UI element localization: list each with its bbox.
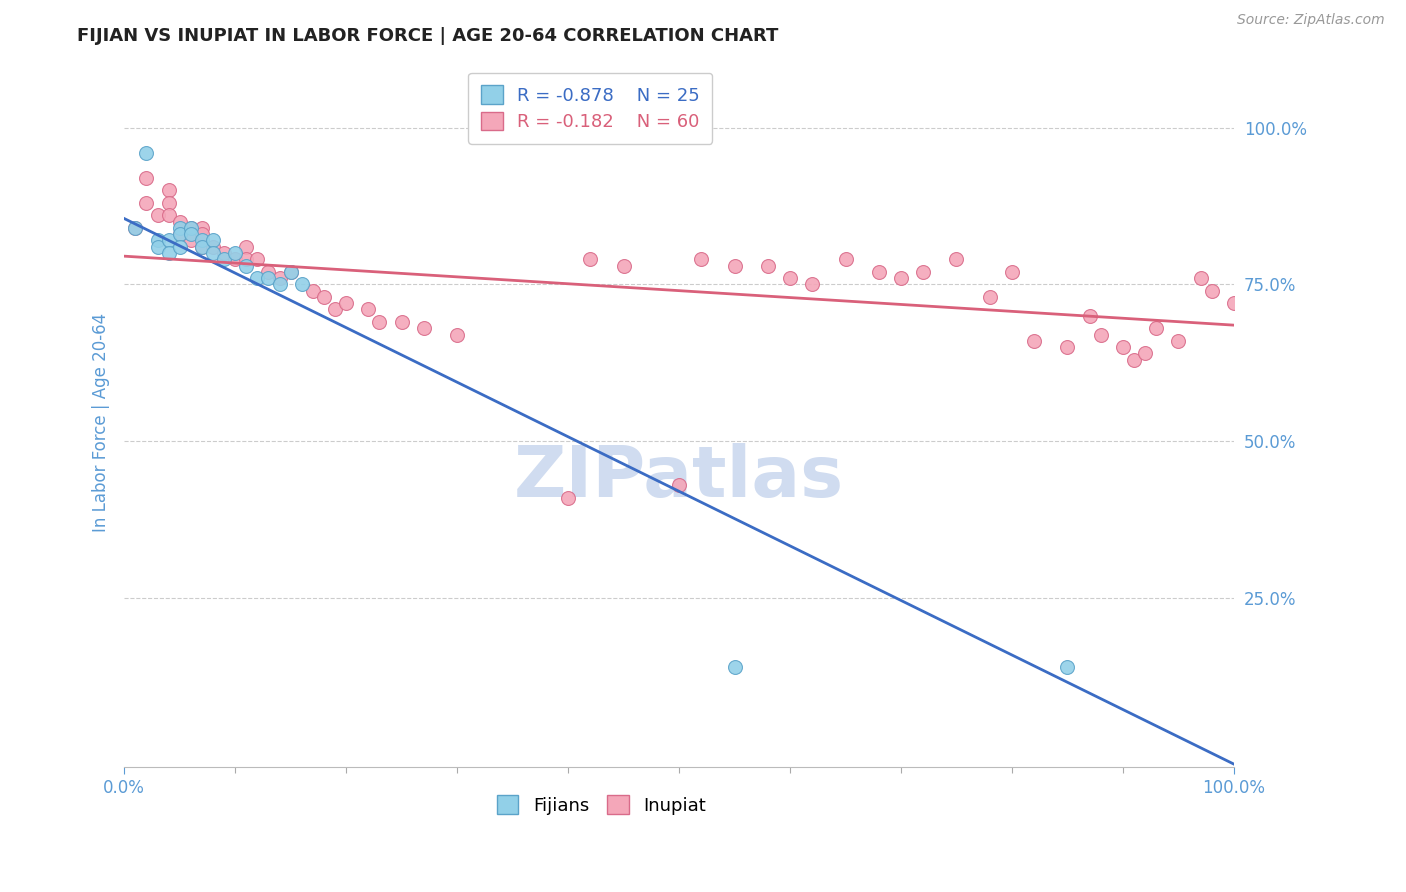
Point [169, 215, 191, 229]
Point [668, 478, 690, 492]
Point [391, 315, 413, 329]
Point [169, 227, 191, 242]
Point [235, 259, 257, 273]
Point [779, 271, 801, 285]
Point [269, 277, 291, 292]
Point [246, 271, 269, 285]
Point [323, 302, 346, 317]
Point [146, 234, 169, 248]
Point [157, 234, 180, 248]
Point [312, 290, 335, 304]
Point [191, 221, 214, 235]
Point [1001, 265, 1024, 279]
Point [180, 221, 202, 235]
Point [235, 240, 257, 254]
Point [191, 234, 214, 248]
Point [1223, 296, 1246, 310]
Point [169, 221, 191, 235]
Point [191, 240, 214, 254]
Point [1123, 352, 1146, 367]
Point [412, 321, 434, 335]
Point [135, 195, 157, 210]
Point [1056, 660, 1078, 674]
Point [224, 252, 246, 267]
Point [212, 252, 235, 267]
Point [979, 290, 1001, 304]
Point [180, 234, 202, 248]
Point [834, 252, 856, 267]
Point [135, 170, 157, 185]
Point [1090, 327, 1112, 342]
Point [1112, 340, 1135, 354]
Point [912, 265, 935, 279]
Point [280, 265, 302, 279]
Point [1167, 334, 1189, 348]
Point [257, 271, 280, 285]
Point [201, 246, 224, 260]
Point [868, 265, 890, 279]
Point [246, 252, 269, 267]
Point [191, 240, 214, 254]
Point [135, 145, 157, 160]
Text: ZIPatlas: ZIPatlas [515, 443, 844, 512]
Point [124, 221, 146, 235]
Point [557, 491, 579, 505]
Point [224, 246, 246, 260]
Point [302, 284, 325, 298]
Point [169, 240, 191, 254]
Point [357, 302, 380, 317]
Point [291, 277, 314, 292]
Point [690, 252, 713, 267]
Point [723, 259, 745, 273]
Point [756, 259, 779, 273]
Y-axis label: In Labor Force | Age 20-64: In Labor Force | Age 20-64 [93, 313, 110, 532]
Legend: Fijians, Inupiat: Fijians, Inupiat [488, 787, 716, 824]
Point [723, 660, 745, 674]
Point [1078, 309, 1101, 323]
Point [157, 195, 180, 210]
Point [801, 277, 824, 292]
Point [157, 208, 180, 222]
Point [180, 221, 202, 235]
Point [191, 227, 214, 242]
Point [613, 259, 636, 273]
Point [1056, 340, 1078, 354]
Point [257, 265, 280, 279]
Point [890, 271, 912, 285]
Point [146, 240, 169, 254]
Point [335, 296, 357, 310]
Point [201, 240, 224, 254]
Point [1201, 284, 1223, 298]
Point [368, 315, 391, 329]
Point [446, 327, 468, 342]
Point [180, 227, 202, 242]
Point [235, 252, 257, 267]
Point [1189, 271, 1212, 285]
Point [579, 252, 602, 267]
Point [280, 265, 302, 279]
Point [157, 183, 180, 197]
Point [1133, 346, 1156, 360]
Text: Source: ZipAtlas.com: Source: ZipAtlas.com [1237, 13, 1385, 28]
Point [157, 246, 180, 260]
Point [945, 252, 967, 267]
Point [146, 208, 169, 222]
Point [201, 234, 224, 248]
Point [169, 227, 191, 242]
Point [124, 221, 146, 235]
Text: FIJIAN VS INUPIAT IN LABOR FORCE | AGE 20-64 CORRELATION CHART: FIJIAN VS INUPIAT IN LABOR FORCE | AGE 2… [77, 27, 779, 45]
Point [269, 271, 291, 285]
Point [1144, 321, 1167, 335]
Point [212, 246, 235, 260]
Point [1024, 334, 1046, 348]
